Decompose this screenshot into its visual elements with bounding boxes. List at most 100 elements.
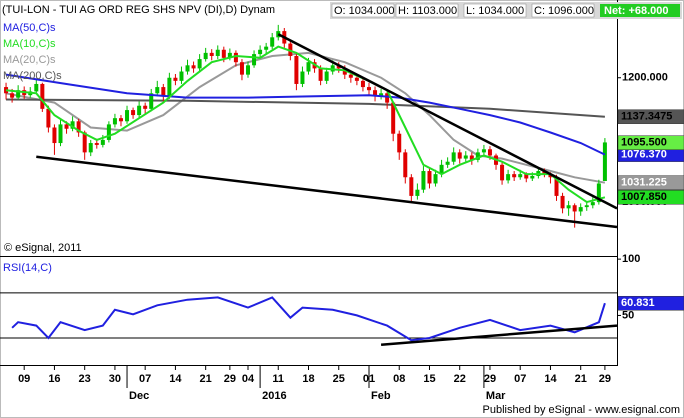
indicator-line bbox=[11, 296, 606, 342]
candle-body bbox=[524, 174, 529, 179]
candle-body bbox=[264, 46, 269, 50]
x-tick-label: 07 bbox=[139, 373, 151, 385]
candle-body bbox=[118, 118, 123, 122]
month-label: Mar bbox=[486, 390, 506, 402]
candle-body bbox=[415, 189, 420, 196]
value-box-label: 1007.850 bbox=[621, 191, 667, 203]
x-tick-label: 11 bbox=[272, 373, 284, 385]
candle-body bbox=[106, 124, 111, 140]
info-cell bbox=[395, 3, 459, 18]
value-box bbox=[617, 135, 684, 150]
candle-body bbox=[469, 155, 474, 160]
net-cell bbox=[600, 4, 680, 17]
candle-body bbox=[554, 177, 559, 196]
candle-body bbox=[64, 124, 69, 129]
x-tick-label: 21 bbox=[200, 373, 212, 385]
info-cell bbox=[331, 3, 395, 18]
candle-body bbox=[179, 71, 184, 81]
indicator-line bbox=[5, 45, 606, 204]
candle-body bbox=[566, 205, 571, 209]
candle-body bbox=[82, 132, 87, 153]
candle-body bbox=[584, 205, 589, 208]
trendline bbox=[36, 155, 618, 229]
x-tick-label: 23 bbox=[79, 373, 91, 385]
candle-body bbox=[209, 52, 214, 56]
candle-body bbox=[143, 105, 148, 109]
candle-body bbox=[173, 77, 178, 81]
candle-body bbox=[506, 174, 511, 181]
x-tick-label: 29 bbox=[224, 373, 236, 385]
candle-body bbox=[239, 62, 244, 75]
x-tick-label: 14 bbox=[169, 373, 182, 385]
candle-body bbox=[167, 77, 172, 97]
candle-body bbox=[52, 127, 57, 144]
footer: Published by eSignal - www.esignal.com bbox=[483, 404, 681, 416]
x-tick-label: 30 bbox=[109, 373, 121, 385]
value-box bbox=[617, 295, 684, 311]
value-box-label: 1031.225 bbox=[621, 177, 667, 189]
value-box bbox=[617, 175, 684, 190]
candle-body bbox=[379, 93, 384, 97]
y-tick-label: 50 bbox=[622, 309, 634, 321]
legend-entry: MA(50,C)s bbox=[3, 22, 56, 34]
copyright: © eSignal, 2011 bbox=[4, 242, 82, 254]
candle-body bbox=[445, 161, 450, 165]
candle-body bbox=[306, 62, 311, 72]
x-tick-label: 22 bbox=[454, 373, 466, 385]
legend-entry: MA(20,C)s bbox=[3, 54, 56, 66]
candle-body bbox=[530, 176, 535, 179]
candle-body bbox=[548, 174, 553, 178]
candle-body bbox=[596, 183, 601, 203]
candle-body bbox=[373, 90, 378, 97]
candle-body bbox=[342, 68, 347, 75]
candle-body bbox=[403, 152, 408, 178]
value-box-label: 1137.3475 bbox=[621, 111, 672, 123]
legend-entry: MA(10,C)s bbox=[3, 38, 56, 50]
candle-body bbox=[221, 49, 226, 58]
candle-body bbox=[227, 52, 232, 58]
candle-body bbox=[58, 124, 63, 144]
info-label: O: 1034.000 bbox=[334, 5, 395, 17]
info-label: L: 1034.000 bbox=[466, 5, 524, 17]
candle-body bbox=[481, 149, 486, 153]
candle-body bbox=[578, 207, 583, 212]
candle-body bbox=[397, 133, 402, 153]
candle-body bbox=[300, 71, 305, 84]
candle-body bbox=[336, 65, 341, 69]
indicator-line bbox=[5, 51, 606, 184]
trendline bbox=[380, 324, 618, 346]
y-tick-label: 1200.000 bbox=[622, 72, 668, 84]
candle-body bbox=[258, 49, 263, 55]
candle-body bbox=[457, 152, 462, 159]
candle-body bbox=[433, 174, 438, 184]
candle-body bbox=[100, 139, 105, 145]
x-tick-label: 25 bbox=[333, 373, 345, 385]
candle-body bbox=[215, 49, 220, 56]
candle-body bbox=[500, 164, 505, 181]
value-box bbox=[617, 190, 684, 205]
candle-body bbox=[409, 177, 414, 196]
candle-body bbox=[572, 205, 577, 212]
value-box-label: 60.831 bbox=[621, 297, 655, 309]
info-label: H: 1103.000 bbox=[398, 5, 457, 17]
candle-body bbox=[155, 87, 160, 94]
info-cell bbox=[531, 3, 595, 18]
net-label: Net: +68.000 bbox=[604, 5, 669, 17]
candle-body bbox=[318, 68, 323, 81]
candle-body bbox=[16, 90, 21, 98]
candle-body bbox=[590, 202, 595, 206]
x-tick-label: 18 bbox=[302, 373, 314, 385]
candle-body bbox=[161, 87, 166, 97]
candle-body bbox=[112, 118, 117, 125]
month-label: Dec bbox=[129, 390, 149, 402]
candle-body bbox=[560, 195, 565, 209]
candle-body bbox=[70, 121, 75, 129]
candle-body bbox=[439, 164, 444, 175]
candle-body bbox=[385, 93, 390, 103]
legend-entry: MA(200,C)s bbox=[3, 70, 62, 82]
candle-body bbox=[542, 171, 547, 175]
x-tick-label: 08 bbox=[393, 373, 405, 385]
candle-body bbox=[451, 152, 456, 162]
info-cell bbox=[463, 3, 527, 18]
